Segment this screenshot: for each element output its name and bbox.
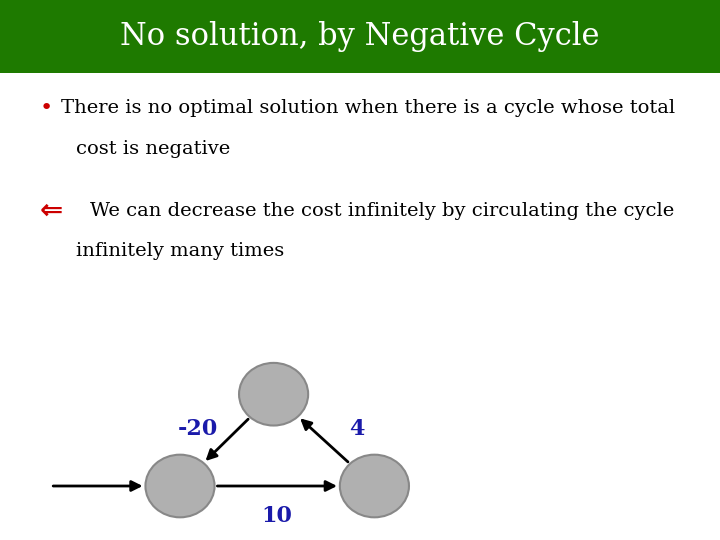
Text: •: • xyxy=(40,98,53,118)
Ellipse shape xyxy=(340,455,409,517)
Text: infinitely many times: infinitely many times xyxy=(76,242,284,260)
Ellipse shape xyxy=(145,455,215,517)
FancyBboxPatch shape xyxy=(0,0,720,73)
Text: -20: -20 xyxy=(178,418,218,440)
Text: 4: 4 xyxy=(348,418,364,440)
Text: No solution, by Negative Cycle: No solution, by Negative Cycle xyxy=(120,21,600,52)
Text: ⇐: ⇐ xyxy=(40,197,63,225)
Text: 10: 10 xyxy=(262,505,292,526)
Text: We can decrease the cost infinitely by circulating the cycle: We can decrease the cost infinitely by c… xyxy=(90,201,674,220)
Text: There is no optimal solution when there is a cycle whose total: There is no optimal solution when there … xyxy=(61,99,675,117)
Text: cost is negative: cost is negative xyxy=(76,139,230,158)
Ellipse shape xyxy=(239,363,308,426)
